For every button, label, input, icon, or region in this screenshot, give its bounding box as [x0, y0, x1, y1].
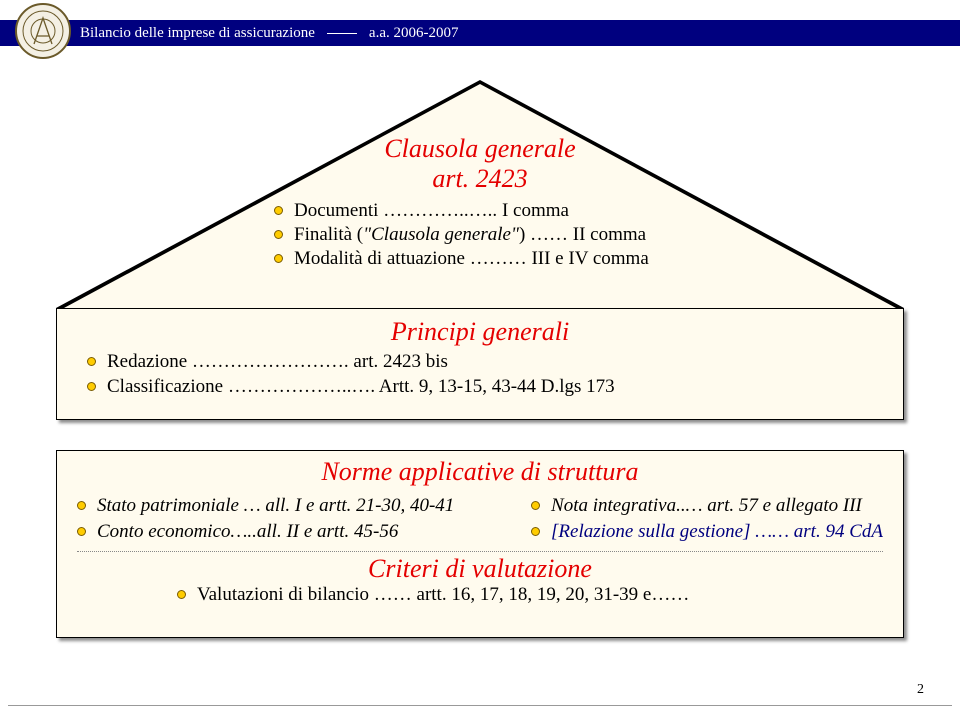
- bullet-icon: [274, 254, 283, 263]
- valutazioni-item: Valutazioni di bilancio …… artt. 16, 17,…: [177, 584, 883, 606]
- slide-content: Clausola generale art. 2423 Documenti ………: [0, 60, 960, 656]
- roof-list: Documenti …………..….. I comma Finalità ("C…: [180, 200, 780, 270]
- principi-generali-box: Principi generali Redazione ……………………. ar…: [56, 308, 904, 420]
- box1-list: Redazione ……………………. art. 2423 bis Classi…: [87, 351, 873, 398]
- dashed-separator: [77, 551, 883, 552]
- roof-item-right: II comma: [573, 224, 646, 245]
- page-number: 2: [917, 682, 924, 698]
- academic-year: a.a. 2006-2007: [369, 25, 459, 42]
- box1-title: Principi generali: [87, 317, 873, 347]
- bullet-icon: [77, 527, 86, 536]
- bullet-icon: [274, 230, 283, 239]
- roof-item: Finalità ("Clausola generale") …… II com…: [274, 224, 780, 246]
- bullet-icon: [87, 382, 96, 391]
- criteria-title: Criteri di valutazione: [77, 554, 883, 584]
- roof-title-line2: art. 2423: [432, 164, 527, 193]
- roof-content: Clausola generale art. 2423 Documenti ………: [180, 134, 780, 272]
- box2-left-text: Conto economico…..all. II e artt. 45-56: [97, 521, 398, 542]
- roof-item-label: Modalità di attuazione ………: [294, 248, 527, 269]
- box2-right-col: Nota integrativa..… art. 57 e allegato I…: [531, 491, 883, 547]
- valutazioni-text: Valutazioni di bilancio …… artt. 16, 17,…: [197, 584, 689, 605]
- box2-columns: Stato patrimoniale … all. I e artt. 21-3…: [77, 491, 883, 547]
- box2-left-text: Stato patrimoniale … all. I e artt. 21-3…: [97, 495, 454, 516]
- box2-title: Norme applicative di struttura: [77, 457, 883, 487]
- box2-left-item: Stato patrimoniale … all. I e artt. 21-3…: [77, 495, 454, 517]
- box2-left-item: Conto economico…..all. II e artt. 45-56: [77, 521, 454, 543]
- university-seal-icon: [14, 2, 72, 60]
- bullet-icon: [274, 206, 283, 215]
- box1-item-text: Classificazione ………………..…. Artt. 9, 13-1…: [107, 376, 615, 397]
- box2-right-item: [Relazione sulla gestione] …… art. 94 Cd…: [531, 521, 883, 543]
- roof-item-label: Finalità ("Clausola generale") ……: [294, 224, 568, 245]
- bullet-icon: [87, 357, 96, 366]
- bullet-icon: [531, 527, 540, 536]
- bullet-icon: [77, 501, 86, 510]
- roof-item: Documenti …………..….. I comma: [274, 200, 780, 222]
- header-separator: [327, 33, 357, 34]
- box2-left-col: Stato patrimoniale … all. I e artt. 21-3…: [77, 491, 454, 547]
- box1-item: Classificazione ………………..…. Artt. 9, 13-1…: [87, 376, 873, 398]
- roof-item-right: III e IV comma: [531, 248, 648, 269]
- norme-applicative-box: Norme applicative di struttura Stato pat…: [56, 450, 904, 638]
- roof-item-label: Documenti …………..…..: [294, 200, 497, 221]
- course-title: Bilancio delle imprese di assicurazione: [80, 25, 315, 42]
- roof-item: Modalità di attuazione ……… III e IV comm…: [274, 248, 780, 270]
- box2-right-item: Nota integrativa..… art. 57 e allegato I…: [531, 495, 883, 517]
- roof-title-line1: Clausola generale: [384, 134, 575, 163]
- box1-item: Redazione ……………………. art. 2423 bis: [87, 351, 873, 373]
- box1-item-text: Redazione ……………………. art. 2423 bis: [107, 351, 448, 372]
- roof-item-right: I comma: [502, 200, 569, 221]
- bullet-icon: [177, 590, 186, 599]
- roof-title: Clausola generale art. 2423: [180, 134, 780, 194]
- box2-right-text-blue: [Relazione sulla gestione] …… art. 94 Cd…: [551, 521, 883, 542]
- bullet-icon: [531, 501, 540, 510]
- header-bar: Bilancio delle imprese di assicurazione …: [0, 20, 960, 46]
- footer-line: [8, 705, 952, 706]
- box2-right-text: Nota integrativa..… art. 57 e allegato I…: [551, 495, 862, 516]
